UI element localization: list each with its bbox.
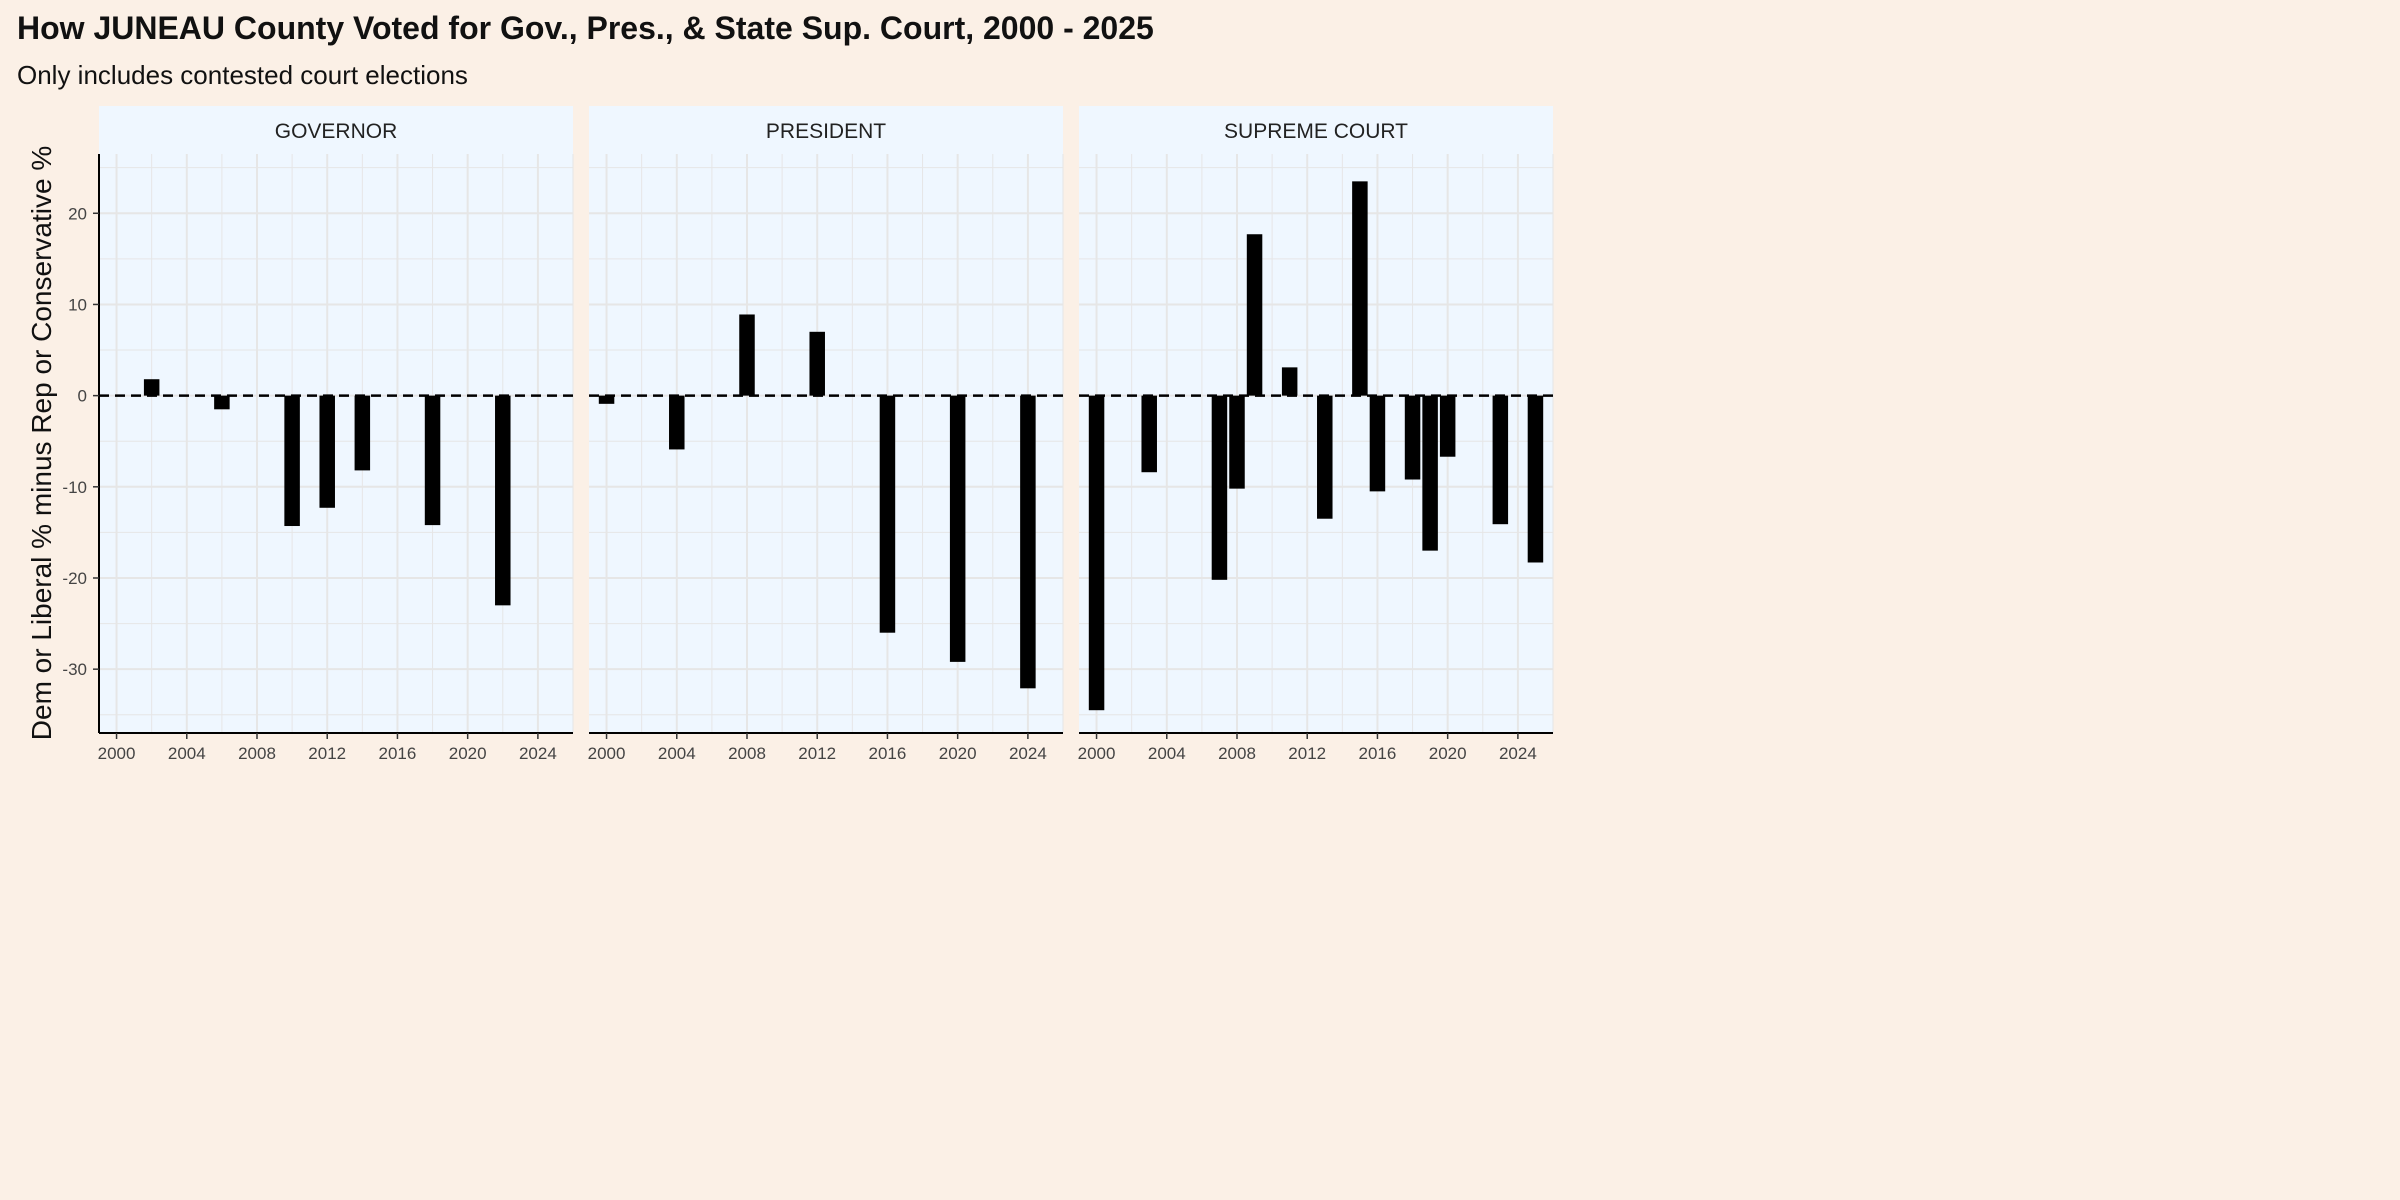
x-tick-label: 2020 [449,744,487,763]
bar-governor-2014 [354,395,371,471]
y-tick-label: -10 [62,478,87,497]
y-tick-label: 20 [68,204,87,223]
panel-background-governor [99,154,573,733]
x-tick-label: 2004 [1148,744,1186,763]
x-tick-label: 2024 [1009,744,1047,763]
facet-strip-governor [99,106,573,154]
bar-president-2012 [809,331,825,396]
facet-label-governor: GOVERNOR [275,120,398,143]
bar-president-2008 [739,314,755,396]
x-tick-label: 2020 [1429,744,1467,763]
bar-supreme-court-2023 [1492,395,1509,525]
bar-president-2020 [949,395,966,662]
bar-supreme-court-2000 [1088,395,1105,711]
x-tick-label: 2016 [1359,744,1397,763]
bar-supreme-court-2013 [1317,395,1333,519]
x-tick-label: 2000 [98,744,136,763]
panel-background-president [589,154,1063,733]
x-tick-label: 2024 [519,744,557,763]
bar-supreme-court-2011 [1281,367,1298,396]
bar-supreme-court-2015 [1352,181,1368,396]
y-tick-label: 10 [68,295,87,314]
y-tick-label: 0 [78,387,87,406]
bar-supreme-court-2019 [1422,395,1438,551]
x-tick-label: 2012 [798,744,836,763]
panel-background-supreme-court [1079,154,1553,733]
bar-governor-2006 [214,395,230,410]
x-tick-label: 2008 [238,744,276,763]
x-tick-label: 2012 [1288,744,1326,763]
bar-supreme-court-2016 [1369,395,1386,492]
bar-supreme-court-2025 [1527,395,1544,563]
x-tick-label: 2008 [1218,744,1256,763]
x-tick-label: 2008 [728,744,766,763]
faceted-bar-chart: GOVERNOR 2000 2004 2008 2012 2016 2020 2024 PRES… [62,106,1554,763]
bar-president-2000 [598,395,615,404]
bar-governor-2022 [495,395,511,606]
bar-president-2024 [1020,395,1036,689]
x-tick-label: 2016 [379,744,417,763]
x-tick-label: 2016 [869,744,907,763]
facet-strip-supreme-court [1079,106,1553,154]
x-tick-label: 2012 [308,744,346,763]
facet-strip-president [589,106,1063,154]
x-tick-label: 2000 [1078,744,1116,763]
x-tick-label: 2020 [939,744,977,763]
bar-president-2016 [879,395,896,633]
y-tick-label: -30 [62,660,87,679]
bar-supreme-court-2018 [1404,395,1421,480]
bar-governor-2012 [319,395,335,508]
x-tick-label: 2000 [588,744,626,763]
x-tick-label: 2004 [168,744,206,763]
bar-governor-2018 [424,395,441,526]
bar-supreme-court-2020 [1439,395,1456,457]
facet-label-president: PRESIDENT [766,120,886,143]
bar-governor-2002 [143,379,160,396]
x-tick-label: 2024 [1499,744,1537,763]
chart-subtitle: Only includes contested court elections [17,60,468,90]
chart-title: How JUNEAU County Voted for Gov., Pres.,… [17,10,1154,46]
bar-president-2004 [669,395,685,450]
x-tick-label: 2004 [658,744,696,763]
bar-supreme-court-2009 [1246,234,1263,396]
bar-supreme-court-2008 [1229,395,1245,489]
bar-supreme-court-2007 [1211,395,1228,580]
bar-governor-2010 [284,395,300,527]
bar-supreme-court-2003 [1141,395,1157,473]
facet-label-supreme-court: SUPREME COURT [1224,120,1408,143]
y-tick-label: -20 [62,569,87,588]
